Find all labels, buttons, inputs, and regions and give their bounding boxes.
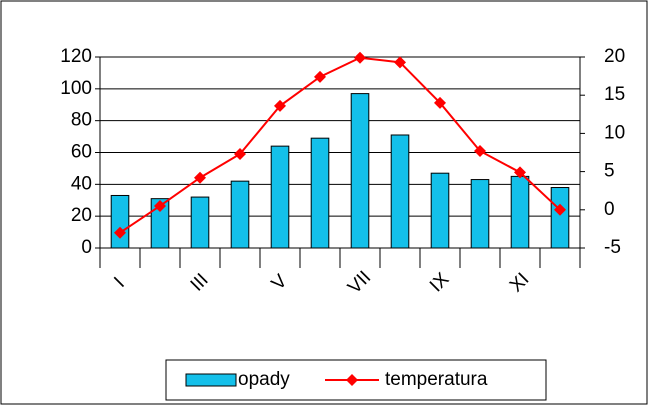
y-tick-label: 120 — [60, 46, 92, 67]
marker — [314, 70, 326, 83]
marker — [114, 226, 126, 239]
bar — [110, 194, 130, 249]
y2-tick-label: 20 — [604, 46, 625, 67]
marker — [234, 148, 246, 161]
marker — [274, 99, 286, 112]
y2-tick-label: 15 — [604, 84, 625, 105]
marker — [514, 166, 526, 179]
bar — [350, 93, 370, 249]
bar — [550, 187, 570, 249]
line — [119, 56, 561, 234]
bar — [310, 137, 330, 249]
y2-tick-label: 0 — [604, 199, 615, 220]
y-tick-label: 60 — [71, 142, 92, 163]
legend-label: temperatura — [385, 369, 488, 390]
bar — [270, 145, 290, 249]
legend-marker — [346, 374, 358, 386]
y-tick-label: 0 — [81, 237, 92, 258]
marker — [154, 199, 166, 212]
legend-label: opady — [238, 369, 290, 390]
bar — [470, 179, 490, 249]
y-tick-label: 100 — [60, 78, 92, 99]
marker — [434, 96, 446, 109]
y2-tick-label: 5 — [604, 161, 615, 182]
marker — [354, 51, 366, 64]
y-tick-label: 20 — [71, 205, 92, 226]
legend-swatch — [185, 373, 237, 387]
marker — [554, 203, 566, 216]
bar — [230, 180, 250, 249]
marker — [194, 171, 206, 184]
bar — [150, 198, 170, 249]
y-tick-label: 40 — [71, 173, 92, 194]
bar — [190, 196, 210, 249]
bar — [390, 134, 410, 249]
y-tick-label: 80 — [71, 110, 92, 131]
marker — [394, 56, 406, 69]
y2-tick-label: 10 — [604, 122, 625, 143]
marker — [474, 144, 486, 157]
bar — [430, 172, 450, 249]
y2-tick-label: -5 — [604, 237, 621, 258]
bar — [510, 175, 530, 249]
